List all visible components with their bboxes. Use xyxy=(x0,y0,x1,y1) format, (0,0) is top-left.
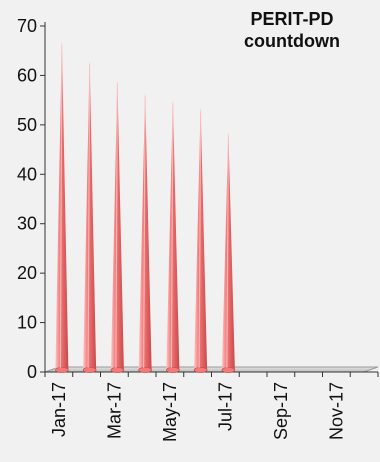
bar-cone xyxy=(221,132,236,373)
bar-cone xyxy=(110,80,125,373)
x-tick-label: Mar-17 xyxy=(104,382,124,439)
chart-title-line-2: countdown xyxy=(244,31,340,51)
x-tick-label: Sep-17 xyxy=(271,382,291,440)
bar-cone xyxy=(138,92,152,373)
chart-title: PERIT-PD countdown xyxy=(214,8,370,52)
x-tick-label: Nov-17 xyxy=(326,382,346,440)
x-tick-label: May-17 xyxy=(160,382,180,442)
y-tick-label: 0 xyxy=(27,362,37,382)
x-tick-label: Jan-17 xyxy=(49,382,69,437)
bar-cone xyxy=(166,100,180,373)
bar-cone xyxy=(82,60,97,373)
y-tick-label: 60 xyxy=(17,65,37,85)
x-tick-label: Jul-17 xyxy=(215,382,235,431)
y-tick-label: 50 xyxy=(17,115,37,135)
y-tick-label: 10 xyxy=(17,313,37,333)
y-tick-label: 70 xyxy=(17,16,37,36)
chart-title-line-1: PERIT-PD xyxy=(250,9,334,29)
y-tick-label: 20 xyxy=(17,263,37,283)
bar-cone xyxy=(193,107,208,373)
bar-cone xyxy=(55,40,69,373)
y-tick-label: 30 xyxy=(17,214,37,234)
y-tick-label: 40 xyxy=(17,164,37,184)
